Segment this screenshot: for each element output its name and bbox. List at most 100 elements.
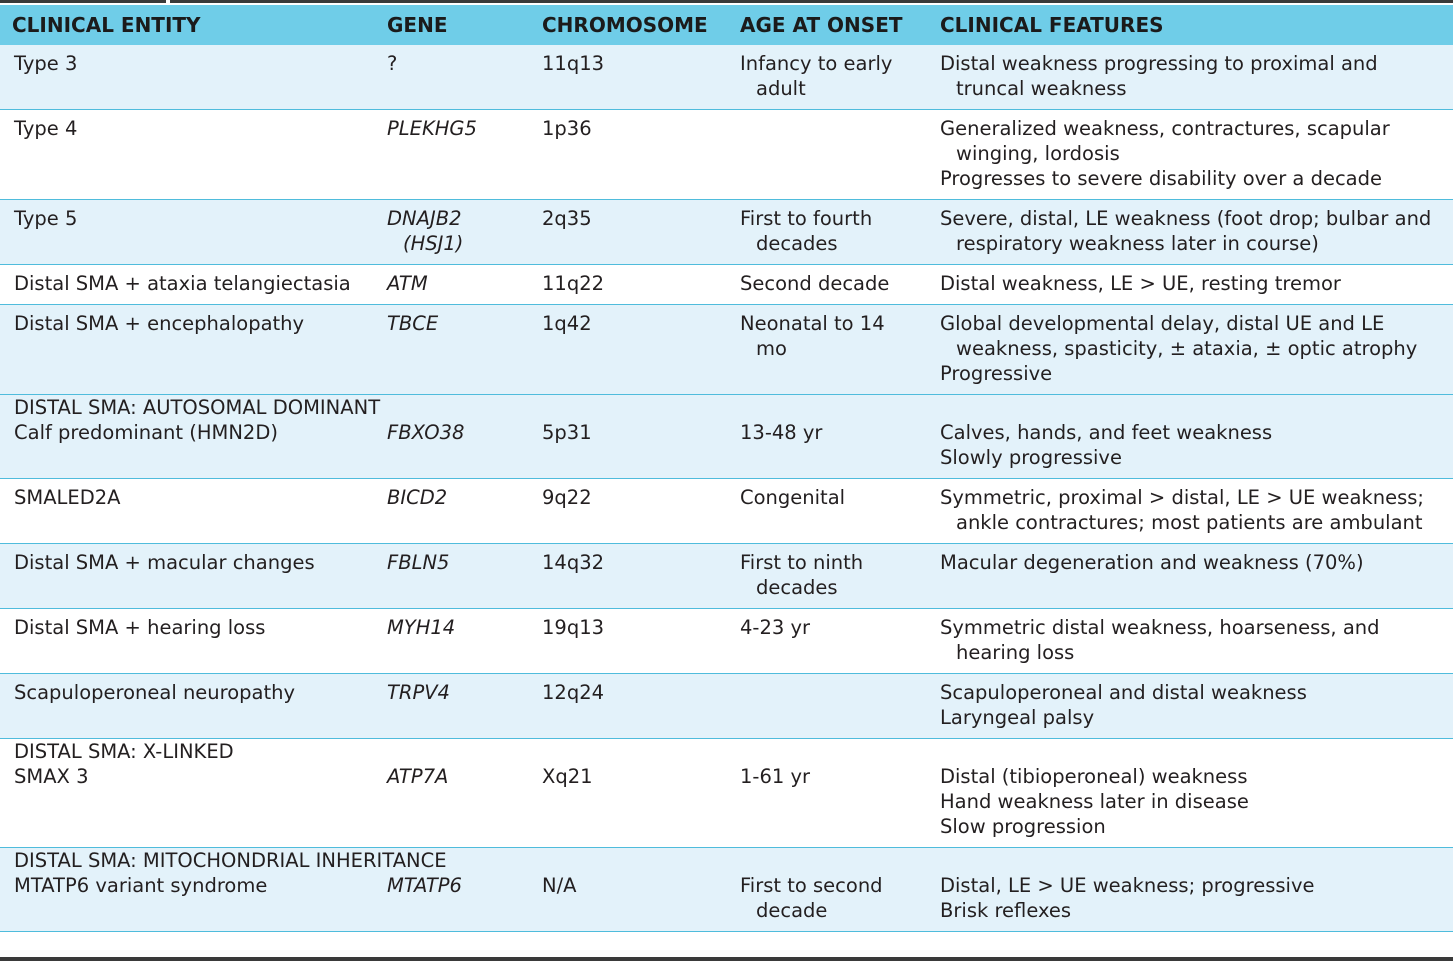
cell-clinical-features: Macular degeneration and weakness (70%) [926,543,1453,609]
feature-line: Slowly progressive [940,446,1122,469]
cell-age-at-onset [726,673,926,739]
header-clinical-features: CLINICAL FEATURES [926,5,1453,45]
cell-clinical-features: Distal weakness, LE > UE, resting tremor [926,264,1453,305]
feature-line: Symmetric, proximal > distal, LE > UE we… [940,486,1424,509]
top-border-rule [0,0,166,3]
cell-clinical-features: Symmetric distal weakness, hoarseness, a… [926,608,1453,674]
feature-line: winging, lordosis [956,142,1120,165]
cell-clinical-entity: Calf predominant (HMN2D) [0,420,373,479]
cell-clinical-features: Global developmental delay, distal UE an… [926,304,1453,395]
cell-clinical-features: Generalized weakness, contractures, scap… [926,109,1453,200]
cell-clinical-features: Scapuloperoneal and distal weakness Laryn… [926,673,1453,739]
cell-gene: FBXO38 [373,420,528,479]
table-row: Distal SMA + encephalopathy TBCE 1q42 Neona… [0,304,1453,395]
onset-line: First to second [740,874,883,897]
cell-chromosome: Xq21 [528,764,726,848]
cell-clinical-features: Calves, hands, and feet weakness Slowly p… [926,420,1453,479]
table-row: SMAX 3 ATP7A Xq21 1-61 yr Distal (tibioperon… [0,764,1453,848]
table-row: Calf predominant (HMN2D) FBXO38 5p31 13-48 … [0,420,1453,479]
cell-clinical-entity: Type 3 [0,45,373,110]
onset-line: Second decade [740,272,890,295]
cell-gene: BICD2 [373,478,528,544]
cell-age-at-onset: 1-61 yr [726,764,926,848]
table-row: SMALED2A BICD2 9q22 Congenital Symmetric, pr… [0,478,1453,544]
header-gene: GENE [373,5,528,45]
header-row: CLINICAL ENTITY GENE CHROMOSOME AGE AT O… [0,5,1453,45]
onset-line: adult [756,77,806,100]
table-body: Type 3? 11q13 Infancy to early adult Distal … [0,45,1453,932]
feature-line: hearing loss [956,641,1075,664]
cell-clinical-entity: MTATP6 variant syndrome [0,873,373,932]
cell-chromosome: 1q42 [528,304,726,395]
onset-line: First to ninth [740,551,864,574]
feature-line: weakness, spasticity, ± ataxia, ± optic … [956,337,1418,360]
cell-chromosome: 9q22 [528,478,726,544]
cell-age-at-onset: Infancy to early adult [726,45,926,110]
table-row: MTATP6 variant syndrome MTATP6 N/A First to… [0,873,1453,932]
feature-line: Distal weakness, LE > UE, resting tremor [940,272,1341,295]
feature-line: Symmetric distal weakness, hoarseness, a… [940,616,1380,639]
section-heading: DISTAL SMA: AUTOSOMAL DOMINANT [0,394,1453,420]
cell-clinical-entity: Distal SMA + ataxia telangiectasia [0,264,373,305]
feature-line: Progressive [940,362,1053,385]
cell-gene: PLEKHG5 [373,109,528,200]
section-heading: DISTAL SMA: MITOCHONDRIAL INHERITANCE [0,847,1453,873]
cell-chromosome: 2q35 [528,199,726,265]
onset-line: Neonatal to 14 [740,312,885,335]
onset-line: 4-23 yr [740,616,811,639]
cell-age-at-onset: Neonatal to 14 mo [726,304,926,395]
feature-line: Global developmental delay, distal UE an… [940,312,1385,335]
cell-gene: FBLN5 [373,543,528,609]
cell-clinical-features: Symmetric, proximal > distal, LE > UE we… [926,478,1453,544]
feature-line: ankle contractures; most patients are am… [956,511,1423,534]
cell-chromosome: N/A [528,873,726,932]
gene-line: DNAJB2 [387,207,462,230]
cell-age-at-onset: 13-48 yr [726,420,926,479]
cell-age-at-onset: Second decade [726,264,926,305]
feature-line: Distal weakness progressing to proximal … [940,52,1378,75]
feature-line: Macular degeneration and weakness (70%) [940,551,1364,574]
cell-gene: TBCE [373,304,528,395]
top-border [0,0,1453,5]
cell-clinical-entity: Distal SMA + macular changes [0,543,373,609]
genetics-table: CLINICAL ENTITY GENE CHROMOSOME AGE AT O… [0,5,1453,932]
cell-chromosome: 19q13 [528,608,726,674]
cell-chromosome: 5p31 [528,420,726,479]
cell-gene: ? [373,45,528,110]
gene-line: (HSJ1) [403,232,464,255]
header-clinical-entity: CLINICAL ENTITY [0,5,373,45]
table-row: Distal SMA + ataxia telangiectasia ATM 11q… [0,264,1453,305]
cell-clinical-features: Distal, LE > UE weakness; progressive Bri… [926,873,1453,932]
feature-line: Progresses to severe disability over a d… [940,167,1382,190]
cell-age-at-onset [726,109,926,200]
table-row: Scapuloperoneal neuropathy TRPV4 12q24 Scap… [0,673,1453,739]
onset-line: mo [756,337,787,360]
cell-gene: DNAJB2 (HSJ1) [373,199,528,265]
onset-line: decade [756,899,828,922]
cell-clinical-entity: Distal SMA + hearing loss [0,608,373,674]
table-row: Distal SMA + hearing loss MYH14 19q13 4-23 … [0,608,1453,674]
onset-line: First to fourth [740,207,873,230]
cell-clinical-features: Distal (tibioperoneal) weakness Hand weak… [926,764,1453,848]
cell-clinical-features: Severe, distal, LE weakness (foot drop; … [926,199,1453,265]
cell-age-at-onset: First to ninth decades [726,543,926,609]
cell-clinical-entity: Distal SMA + encephalopathy [0,304,373,395]
feature-line: truncal weakness [956,77,1127,100]
onset-line: Infancy to early [740,52,893,75]
cell-chromosome: 1p36 [528,109,726,200]
cell-age-at-onset: First to fourth decades [726,199,926,265]
cell-clinical-entity: SMAX 3 [0,764,373,848]
section-heading-row: DISTAL SMA: X-LINKED [0,738,1453,764]
cell-clinical-entity: Type 4 [0,109,373,200]
onset-line: decades [756,576,838,599]
cell-clinical-entity: Scapuloperoneal neuropathy [0,673,373,739]
onset-line: 13-48 yr [740,421,823,444]
cell-chromosome: 11q13 [528,45,726,110]
cell-clinical-features: Distal weakness progressing to proximal … [926,45,1453,110]
cell-gene: ATP7A [373,764,528,848]
feature-line: Distal (tibioperoneal) weakness [940,765,1248,788]
section-heading-row: DISTAL SMA: MITOCHONDRIAL INHERITANCE [0,847,1453,873]
cell-gene: MTATP6 [373,873,528,932]
section-heading-row: DISTAL SMA: AUTOSOMAL DOMINANT [0,394,1453,420]
onset-line: Congenital [740,486,846,509]
